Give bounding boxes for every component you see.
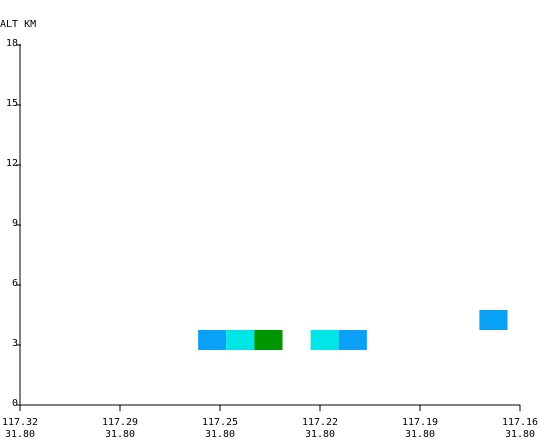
echo-cell — [479, 310, 508, 330]
y-tick-label: 12 — [6, 158, 18, 169]
y-tick-label: 15 — [6, 98, 18, 109]
x-tick-lat-label: 31.80 — [305, 429, 335, 440]
y-tick-label: 9 — [12, 218, 18, 229]
echo-cell — [310, 330, 339, 350]
echo-cell — [226, 330, 255, 350]
x-tick-lon-label: 117.22 — [302, 417, 338, 428]
echo-cell — [198, 330, 227, 350]
y-tick-label: 6 — [12, 278, 18, 289]
x-tick-lon-label: 117.32 — [2, 417, 38, 428]
y-tick-label: 3 — [12, 338, 18, 349]
x-tick-lat-label: 31.80 — [5, 429, 35, 440]
x-tick-lon-label: 117.25 — [202, 417, 238, 428]
x-tick-lat-label: 31.80 — [205, 429, 235, 440]
x-tick-lat-label: 31.80 — [505, 429, 535, 440]
y-tick-label: 0 — [12, 398, 18, 409]
y-axis-label: ALT KM — [0, 19, 36, 30]
echo-cells — [198, 310, 508, 350]
x-tick-lon-label: 117.16 — [502, 417, 538, 428]
x-tick-lat-label: 31.80 — [105, 429, 135, 440]
x-tick-lon-label: 117.19 — [402, 417, 438, 428]
x-tick-lon-label: 117.29 — [102, 417, 138, 428]
x-axis-ticks: 117.3231.80117.2931.80117.2531.80117.223… — [2, 405, 538, 440]
echo-cell — [254, 330, 283, 350]
x-tick-lat-label: 31.80 — [405, 429, 435, 440]
y-tick-label: 18 — [6, 38, 18, 49]
y-axis-ticks: 0 3 6 9 12 15 18 — [6, 38, 21, 409]
echo-cell — [338, 330, 367, 350]
